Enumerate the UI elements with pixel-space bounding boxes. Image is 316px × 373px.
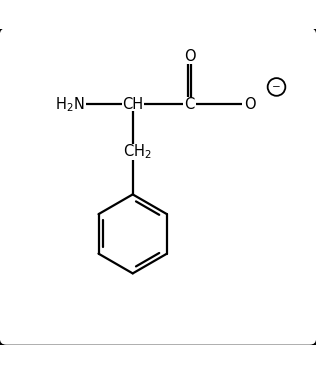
Text: O: O	[244, 97, 255, 112]
Text: C: C	[185, 97, 195, 112]
Text: H$_2$N: H$_2$N	[55, 95, 84, 114]
Text: CH$_2$: CH$_2$	[123, 142, 152, 161]
Text: −: −	[272, 82, 281, 92]
FancyBboxPatch shape	[0, 27, 316, 346]
Text: CH: CH	[122, 97, 143, 112]
Text: O: O	[184, 50, 195, 65]
